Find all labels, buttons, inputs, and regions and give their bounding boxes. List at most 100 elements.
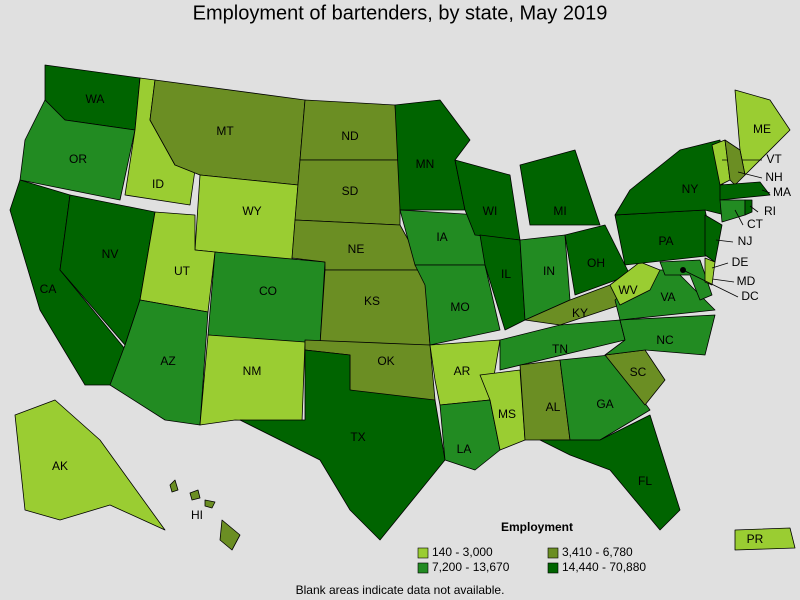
state <box>169 479 179 493</box>
state-label: ME <box>753 122 771 136</box>
state <box>744 199 753 216</box>
state-label: WY <box>242 204 261 218</box>
legend-label: 14,440 - 70,880 <box>562 560 646 574</box>
state-label: NM <box>243 364 262 378</box>
state-label: NY <box>682 182 699 196</box>
state-label: NH <box>765 170 782 184</box>
state-label: FL <box>638 474 652 488</box>
legend-label: 3,410 - 6,780 <box>562 545 633 559</box>
legend-title: Employment <box>501 520 573 534</box>
state <box>189 489 201 501</box>
state-label: NV <box>102 247 119 261</box>
state-label: AR <box>454 364 471 378</box>
state-label: AL <box>546 400 561 414</box>
legend-swatch <box>417 547 429 559</box>
leader-line <box>682 269 739 298</box>
state-label: NE <box>348 242 365 256</box>
state <box>719 181 771 201</box>
state <box>394 99 471 211</box>
leader-line <box>761 189 771 194</box>
state-label: RI <box>764 204 776 218</box>
state-label: PA <box>658 234 673 248</box>
state <box>207 251 326 346</box>
state-label: KS <box>364 294 380 308</box>
leader-line <box>734 209 744 226</box>
state-label: ND <box>341 129 359 143</box>
leader-line <box>749 205 759 213</box>
legend-swatch <box>417 562 429 574</box>
legend-swatch <box>547 562 559 574</box>
state <box>719 199 746 223</box>
state-label: CA <box>40 282 57 296</box>
state-label: DC <box>741 289 759 303</box>
state-label: LA <box>457 442 472 456</box>
state <box>14 399 166 531</box>
state-label: NJ <box>738 234 753 248</box>
leader-line <box>737 171 763 179</box>
state-label: DE <box>732 255 749 269</box>
state <box>479 369 526 451</box>
state <box>439 399 501 471</box>
legend-swatch <box>547 547 559 559</box>
state-label: OR <box>69 152 87 166</box>
state-dot <box>680 267 686 273</box>
state-label: MA <box>773 185 791 199</box>
state <box>704 214 723 263</box>
leader-line <box>715 239 734 243</box>
state-label: ID <box>152 177 164 191</box>
state-label: WV <box>618 283 637 297</box>
state <box>609 261 661 306</box>
state <box>219 519 241 551</box>
state-label: VT <box>766 152 782 166</box>
legend-label: 140 - 3,000 <box>432 545 493 559</box>
state-label: VA <box>660 290 675 304</box>
state-label: CT <box>747 217 764 231</box>
state-label: IA <box>436 230 447 244</box>
state <box>239 349 446 541</box>
legend-label: 7,200 - 13,670 <box>432 560 510 574</box>
state <box>604 314 716 356</box>
state <box>614 139 726 216</box>
state-label: TX <box>350 430 365 444</box>
leader-line <box>711 262 729 269</box>
state <box>734 89 791 176</box>
state-label: CO <box>259 284 277 298</box>
state-label: IN <box>543 264 555 278</box>
state-label: TN <box>552 342 568 356</box>
map-title: Employment of bartenders, by state, May … <box>193 2 608 24</box>
state <box>414 264 501 346</box>
state-label: MI <box>553 204 566 218</box>
state-label: OH <box>587 256 605 270</box>
state-label: OK <box>377 354 394 368</box>
state-label: UT <box>174 264 191 278</box>
state-label: MD <box>737 274 756 288</box>
state <box>479 234 526 331</box>
state <box>539 414 681 531</box>
state <box>199 334 306 426</box>
state <box>704 257 716 286</box>
state-label: SC <box>630 365 647 379</box>
state-label: KY <box>572 306 588 320</box>
state <box>724 139 746 186</box>
state <box>559 354 651 441</box>
state-label: AZ <box>160 354 175 368</box>
state-label: MS <box>498 407 516 421</box>
state-label: MO <box>450 300 469 314</box>
state <box>734 527 796 551</box>
state-label: WI <box>483 204 498 218</box>
state-label: NC <box>656 333 674 347</box>
state <box>204 499 216 509</box>
footnote: Blank areas indicate data not available. <box>296 583 505 597</box>
state <box>659 259 713 301</box>
state-label: PR <box>747 532 764 546</box>
state-label: IL <box>501 267 511 281</box>
state-label: WA <box>86 92 105 106</box>
state-label: MT <box>216 124 234 138</box>
state-label: SD <box>342 184 359 198</box>
state <box>519 149 601 226</box>
state-label: AK <box>52 459 68 473</box>
state-label: HI <box>191 508 203 522</box>
state-label: MN <box>416 157 435 171</box>
